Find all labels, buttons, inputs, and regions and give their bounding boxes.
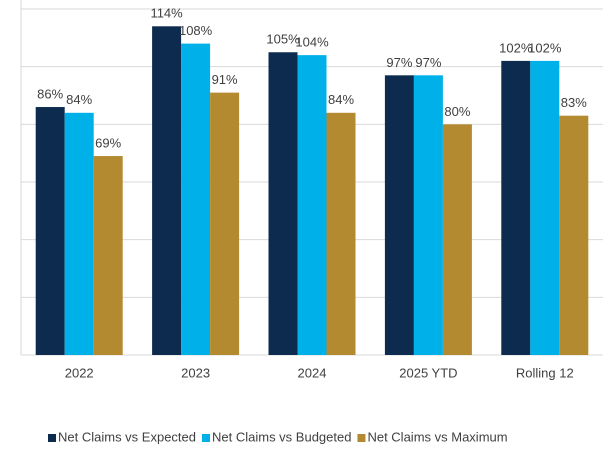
- data-label: 80%: [444, 104, 470, 119]
- data-label: 91%: [212, 72, 238, 87]
- legend-swatch: [48, 434, 56, 442]
- data-label: 97%: [386, 55, 412, 70]
- data-label: 83%: [561, 95, 587, 110]
- bar: [413, 75, 443, 356]
- bar: [442, 124, 472, 355]
- legend-label: Net Claims vs Budgeted: [212, 429, 351, 444]
- data-label: 105%: [266, 32, 300, 47]
- data-label: 114%: [150, 6, 183, 21]
- bar: [93, 156, 123, 355]
- legend-swatch: [202, 434, 210, 442]
- data-label: 86%: [37, 86, 63, 101]
- data-label: 97%: [415, 55, 441, 70]
- data-label: 84%: [328, 92, 354, 107]
- bar: [530, 60, 560, 356]
- data-label: 104%: [295, 35, 329, 50]
- data-label: 84%: [66, 92, 92, 107]
- data-label: 108%: [179, 23, 213, 38]
- bar: [152, 26, 182, 356]
- legend-label: Net Claims vs Expected: [58, 429, 196, 444]
- bar: [35, 107, 65, 356]
- data-label: 102%: [528, 40, 562, 55]
- bar: [559, 115, 589, 355]
- bar: [210, 92, 240, 355]
- x-tick-label: 2025 YTD: [399, 365, 457, 380]
- x-tick-label: 2023: [181, 365, 210, 380]
- bar: [326, 112, 356, 355]
- bar: [501, 60, 531, 356]
- x-tick-label: 2022: [65, 365, 94, 380]
- bar: [384, 75, 414, 356]
- bar: [297, 55, 327, 356]
- x-tick-label: 2024: [298, 365, 327, 380]
- x-tick-label: Rolling 12: [516, 365, 574, 380]
- bar: [64, 112, 94, 355]
- bar: [268, 52, 298, 355]
- legend-swatch: [357, 434, 366, 442]
- bar: [181, 43, 211, 355]
- legend-label: Net Claims vs Maximum: [367, 429, 507, 444]
- data-label: 102%: [499, 40, 533, 55]
- data-label: 69%: [95, 135, 121, 150]
